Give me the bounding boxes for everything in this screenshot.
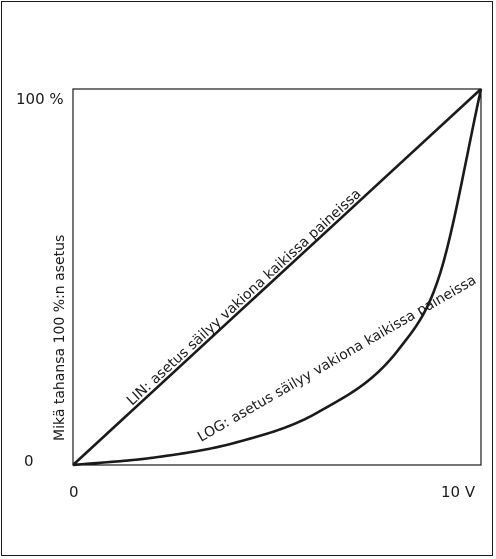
y-axis-label: Mikä tahansa 100 %:n asetus <box>52 235 68 441</box>
plot-area <box>72 88 482 466</box>
x-tick-right: 10 V <box>441 483 476 501</box>
y-tick-bottom: 0 <box>24 452 34 470</box>
x-tick-left: 0 <box>69 483 79 501</box>
series-layer <box>72 88 483 467</box>
series-label-lin: LIN: asetus säilyy vakiona kaikissa pain… <box>124 186 365 409</box>
series-line-log <box>72 88 483 467</box>
series-line-lin <box>72 88 482 466</box>
y-tick-top: 100 % <box>16 90 64 108</box>
